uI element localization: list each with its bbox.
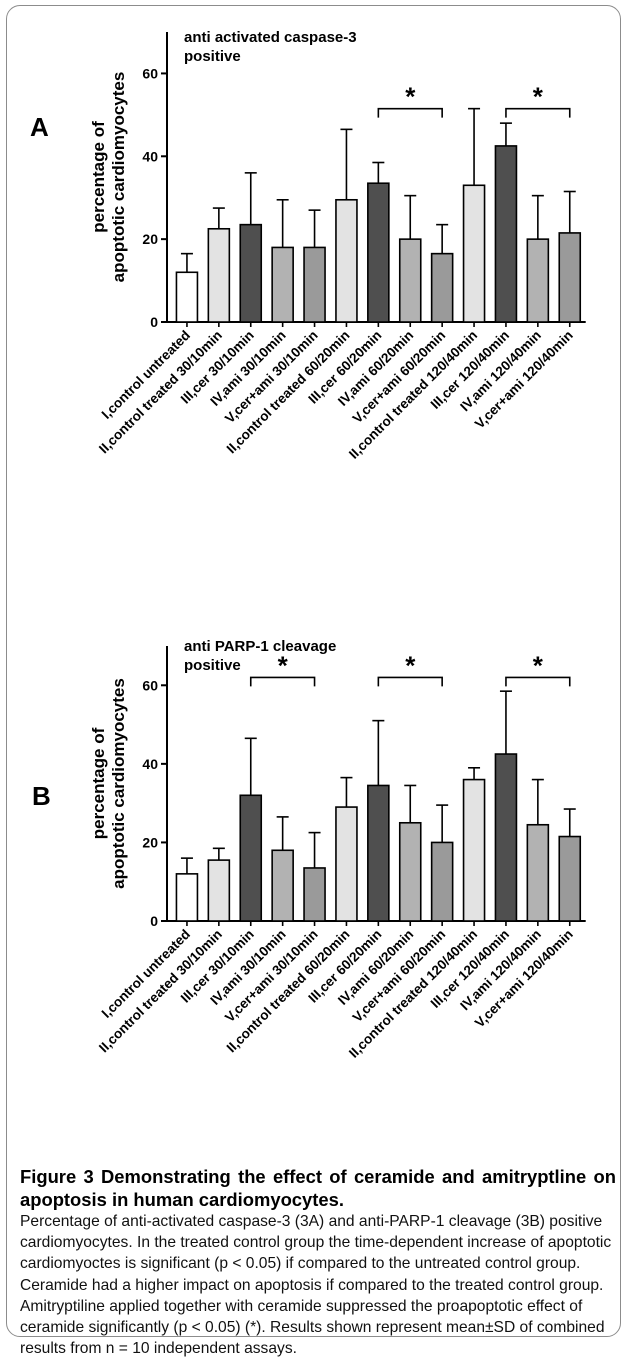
significance-bracket (249, 676, 316, 687)
bar (335, 198, 358, 323)
chart-title-line2: positive (184, 48, 241, 65)
significance-bracket (377, 107, 443, 118)
y-tick-label: 60 (142, 677, 158, 693)
y-tick-label: 20 (142, 231, 158, 247)
caption-title: Figure 3 Demonstrating the effect of cer… (20, 1165, 616, 1211)
x-tick-label: II,control treated 30/10min (96, 328, 225, 457)
caption-text: Percentage of anti-activated caspase-3 (… (20, 1213, 612, 1358)
bar (398, 821, 422, 922)
bar (335, 806, 358, 922)
bar (558, 232, 582, 323)
bar (398, 238, 422, 323)
bar (558, 835, 582, 922)
y-axis-label-line2: apoptotic cardiomyocytes (109, 72, 128, 283)
bar (239, 794, 263, 922)
bar (462, 778, 486, 922)
y-tick-label: 20 (142, 834, 158, 850)
y-axis-label-line2: apoptotic cardiomyocytes (109, 678, 128, 889)
significance-bracket (505, 676, 571, 687)
figure-frame (6, 5, 621, 1337)
bar (271, 246, 294, 323)
significance-bracket (377, 676, 443, 687)
y-tick-label: 40 (142, 148, 158, 164)
significance-star: * (533, 650, 544, 680)
chart-title-line2: positive (184, 657, 241, 674)
bar (494, 753, 518, 922)
chart-title-line1: anti PARP-1 cleavage (184, 638, 336, 655)
bar (367, 182, 390, 323)
y-tick-label: 40 (142, 756, 158, 772)
bar (462, 184, 486, 323)
significance-bracket (505, 107, 571, 118)
bar (239, 223, 263, 323)
significance-star: * (278, 650, 289, 680)
chart-title-line1: anti activated caspase-3 (184, 29, 357, 46)
bar (526, 823, 550, 922)
significance-star: * (533, 82, 544, 112)
bar (175, 873, 199, 922)
bar (430, 252, 454, 323)
bar (207, 859, 231, 922)
bar (271, 849, 294, 922)
bar (207, 227, 231, 323)
bar (175, 271, 199, 323)
bar (526, 238, 550, 323)
panel-label: A (30, 112, 49, 142)
significance-star: * (405, 82, 416, 112)
panel-label: B (32, 781, 51, 811)
y-tick-label: 60 (142, 65, 158, 81)
bar (367, 784, 390, 922)
bar (494, 145, 518, 323)
bar (303, 867, 326, 922)
bar (430, 841, 454, 922)
y-tick-label: 0 (150, 913, 158, 929)
y-axis-label-line1: percentage of (89, 727, 108, 839)
caption-title-period: . (338, 1189, 344, 1210)
y-tick-label: 0 (150, 314, 158, 330)
x-tick-label: II,control treated 30/10min (96, 927, 225, 1056)
y-axis-label-line1: percentage of (89, 121, 108, 233)
significance-star: * (405, 650, 416, 680)
bar (303, 246, 326, 323)
caption-title-text: Figure 3 Demonstrating the effect of cer… (20, 1166, 616, 1210)
figure-caption: Figure 3 Demonstrating the effect of cer… (20, 1165, 616, 1359)
